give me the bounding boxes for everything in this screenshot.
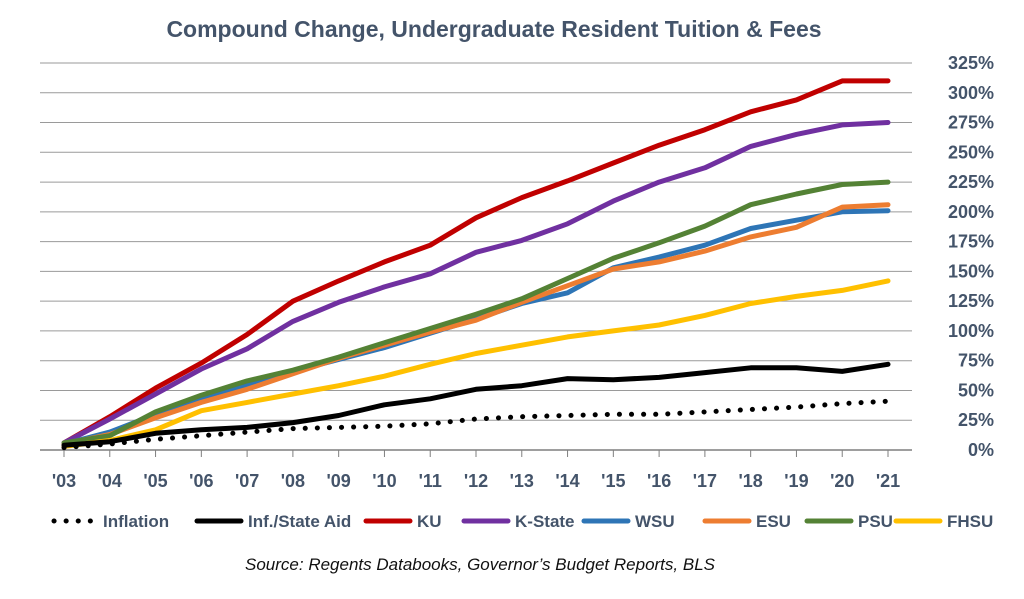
series-line-psu	[61, 179, 891, 446]
series-line-esu	[61, 202, 891, 447]
legend-label-fhsu: FHSU	[947, 512, 993, 531]
x-tick-label: '09	[327, 471, 351, 491]
y-tick-label: 100%	[948, 321, 994, 341]
x-tick-label: '10	[372, 471, 396, 491]
x-tick-label: '14	[555, 471, 579, 491]
x-tick-label: '15	[601, 471, 625, 491]
legend-label-ku: KU	[417, 512, 442, 531]
series-line-fhsu	[61, 278, 891, 449]
x-tick-label: '11	[419, 471, 442, 491]
series-line-inflation	[61, 398, 891, 451]
x-tick-label: '21	[876, 471, 900, 491]
legend-label-psu: PSU	[858, 512, 893, 531]
y-tick-label: 225%	[948, 172, 994, 192]
y-tick-label: 150%	[948, 261, 994, 281]
y-tick-label: 75%	[958, 351, 994, 371]
series-line-k-state	[61, 120, 891, 446]
y-tick-label: 125%	[948, 291, 994, 311]
x-tick-label: '06	[189, 471, 213, 491]
x-tick-label: '04	[98, 471, 122, 491]
x-tick-label: '03	[52, 471, 76, 491]
y-tick-label: 25%	[958, 410, 994, 430]
x-tick-label: '07	[235, 471, 259, 491]
y-tick-label: 175%	[948, 232, 994, 252]
gridlines	[40, 62, 912, 451]
legend: Inflation Inf./State Aid KU K-State WSU ESU PS…	[51, 512, 993, 531]
chart-title: Compound Change, Undergraduate Resident …	[166, 16, 821, 42]
x-tick-label: '18	[739, 471, 763, 491]
legend-label-esu: ESU	[756, 512, 791, 531]
y-tick-label: 275%	[948, 113, 994, 133]
y-tick-label: 325%	[948, 53, 994, 73]
x-tick-label: '17	[693, 471, 717, 491]
x-tick-label: '20	[830, 471, 854, 491]
y-tick-label: 0%	[968, 440, 994, 460]
x-tick-label: '05	[143, 471, 167, 491]
x-tick-label: '13	[510, 471, 534, 491]
y-tick-label: 50%	[958, 380, 994, 400]
x-tick-label: '08	[281, 471, 305, 491]
y-axis: 0% 25% 50% 75% 100% 125% 150% 175% 200% 225% 250% 2…	[948, 53, 994, 460]
legend-label-inf-state-aid: Inf./State Aid	[248, 512, 351, 531]
x-axis: '03 '04 '05 '06 '07 '08 '09 '10 '11 '12 '13 '14 '15 '…	[52, 450, 900, 491]
series-lines	[61, 78, 891, 451]
series-line-ku	[61, 78, 891, 446]
chart-source: Source: Regents Databooks, Governor’s Bu…	[245, 555, 716, 574]
series-line-inf-state-aid	[61, 361, 891, 448]
y-tick-label: 300%	[948, 83, 994, 103]
legend-label-inflation: Inflation	[103, 512, 169, 531]
x-tick-label: '12	[464, 471, 488, 491]
y-tick-label: 200%	[948, 202, 994, 222]
legend-label-wsu: WSU	[635, 512, 675, 531]
y-tick-label: 250%	[948, 142, 994, 162]
legend-label-k-state: K-State	[515, 512, 575, 531]
x-tick-label: '19	[784, 471, 808, 491]
x-tick-label: '16	[647, 471, 671, 491]
